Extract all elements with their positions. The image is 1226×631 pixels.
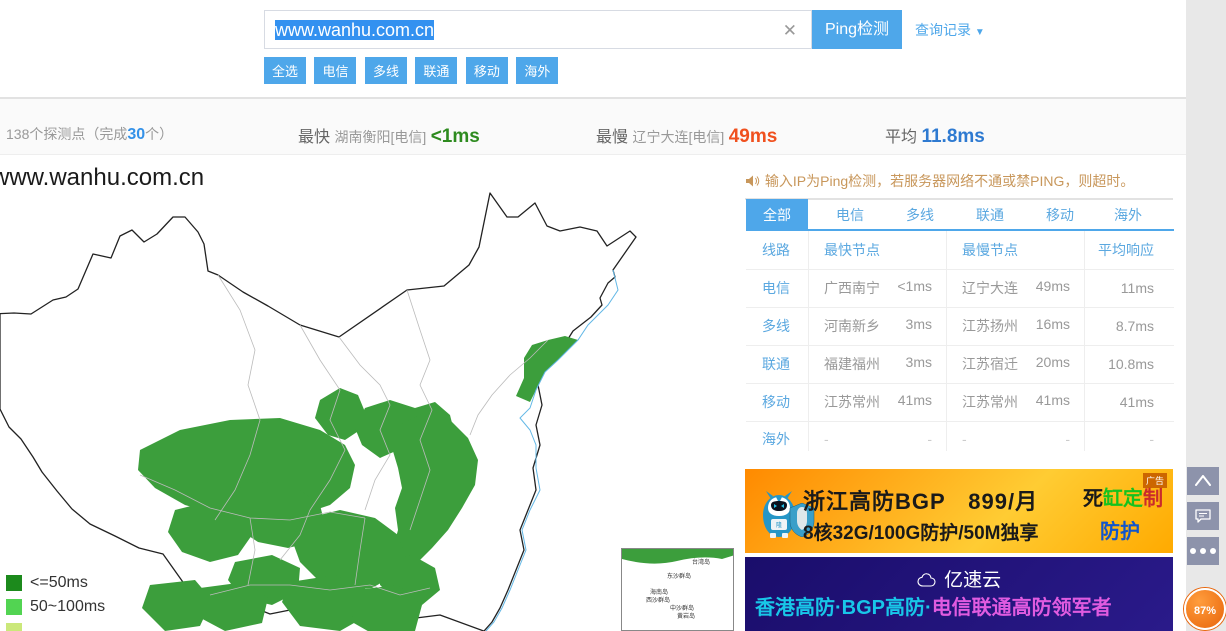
svg-text:隆: 隆	[776, 521, 782, 529]
